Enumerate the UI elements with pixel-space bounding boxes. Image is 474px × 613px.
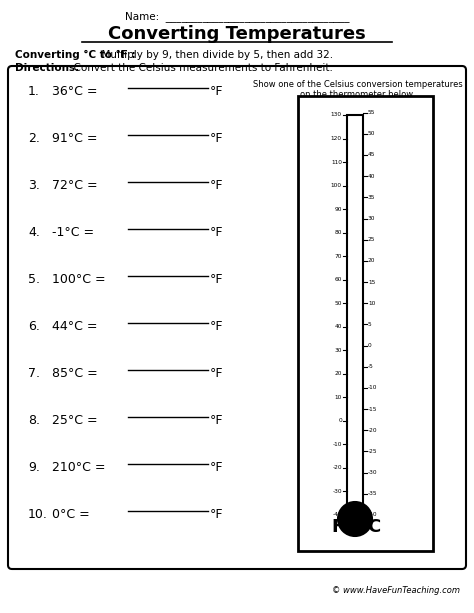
Text: 40: 40 [335,324,342,329]
Bar [298,96,433,551]
Text: °F: °F [210,461,224,474]
Text: 9.: 9. [28,461,40,474]
Text: 2.: 2. [28,132,40,145]
Text: 45: 45 [368,153,375,158]
Text: °F: °F [210,85,224,98]
Text: -15: -15 [368,406,377,411]
Text: 10.: 10. [28,508,48,521]
Text: 130: 130 [331,113,342,118]
Text: °F: °F [210,508,224,521]
Text: 25: 25 [368,237,375,242]
Text: C: C [367,518,381,536]
Text: Converting Temperatures: Converting Temperatures [108,25,366,43]
Text: 8.: 8. [28,414,40,427]
Text: 1.: 1. [28,85,40,98]
Text: °F: °F [210,132,224,145]
Text: -30: -30 [368,470,378,475]
Text: °F: °F [210,414,224,427]
Text: -40: -40 [332,512,342,517]
Text: 120: 120 [331,136,342,141]
Text: 30: 30 [368,216,375,221]
Text: -10: -10 [368,386,377,390]
Text: 70: 70 [335,254,342,259]
Text: 100: 100 [331,183,342,188]
Text: Directions:: Directions: [15,63,79,73]
Text: -20: -20 [368,428,378,433]
Text: 100°C =: 100°C = [52,273,106,286]
Text: 20: 20 [368,259,375,264]
Text: Multiply by 9, then divide by 5, then add 32.: Multiply by 9, then divide by 5, then ad… [95,50,333,60]
Text: °F: °F [210,179,224,192]
Text: Show one of the Celsius conversion temperatures
on the thermometer below.: Show one of the Celsius conversion tempe… [253,80,463,99]
Text: Converting °C to °F :: Converting °C to °F : [15,50,136,60]
Text: 20: 20 [335,371,342,376]
Text: °F: °F [210,367,224,380]
Text: 85°C =: 85°C = [52,367,98,380]
Text: 7.: 7. [28,367,40,380]
Text: -1°C =: -1°C = [52,226,94,239]
Text: 50: 50 [368,131,375,136]
Text: 5.: 5. [28,273,40,286]
Text: 4.: 4. [28,226,40,239]
Text: 91°C =: 91°C = [52,132,98,145]
Text: -30: -30 [332,489,342,494]
Text: 72°C =: 72°C = [52,179,98,192]
Text: Name:  ___________________________________: Name: __________________________________… [125,11,349,22]
Text: -20: -20 [332,465,342,470]
Text: 30: 30 [335,348,342,353]
Text: -25: -25 [368,449,378,454]
Text: 6.: 6. [28,320,40,333]
Text: 25°C =: 25°C = [52,414,98,427]
Text: °F: °F [210,226,224,239]
Text: °F: °F [210,273,224,286]
Circle shape [338,502,372,536]
Text: F: F [332,518,344,536]
Text: 110: 110 [331,159,342,164]
Text: 15: 15 [368,280,375,284]
Text: 210°C =: 210°C = [52,461,106,474]
Text: 50: 50 [335,301,342,306]
Text: 44°C =: 44°C = [52,320,98,333]
Text: Convert the Celsius measurements to Fahrenheit.: Convert the Celsius measurements to Fahr… [67,63,333,73]
Text: 35: 35 [368,195,375,200]
Text: 36°C =: 36°C = [52,85,98,98]
Text: 10: 10 [335,395,342,400]
Text: -40: -40 [368,512,378,517]
Text: 0°C =: 0°C = [52,508,90,521]
Text: 3.: 3. [28,179,40,192]
Text: 40: 40 [368,173,375,178]
Text: 0: 0 [338,419,342,424]
Text: 55: 55 [368,110,375,115]
Bar [347,115,363,515]
Text: -10: -10 [332,442,342,447]
Text: 5: 5 [368,322,372,327]
FancyBboxPatch shape [8,66,466,569]
Text: -5: -5 [368,364,374,369]
Text: © www.HaveFunTeaching.com: © www.HaveFunTeaching.com [332,586,460,595]
Text: 90: 90 [335,207,342,211]
Text: 10: 10 [368,301,375,306]
Text: 60: 60 [335,277,342,282]
Text: -35: -35 [368,492,378,497]
Text: 80: 80 [335,230,342,235]
Text: 0: 0 [368,343,372,348]
Text: °F: °F [210,320,224,333]
